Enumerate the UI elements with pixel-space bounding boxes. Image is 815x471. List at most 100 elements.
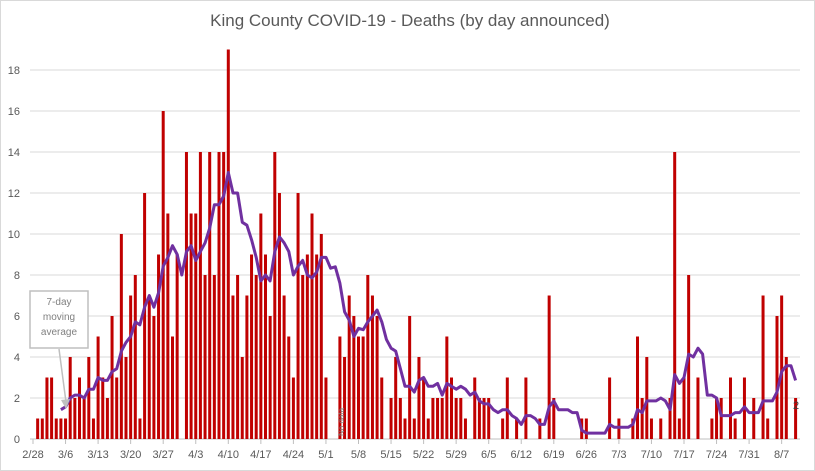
y-tick-label: 2 — [14, 393, 20, 405]
bar — [110, 316, 114, 439]
bar — [101, 377, 105, 439]
bar — [222, 152, 226, 439]
x-tick-label: 7/10 — [641, 449, 662, 461]
x-tick-label: 4/10 — [218, 449, 239, 461]
x-tick-label: 5/22 — [413, 449, 434, 461]
bar — [445, 336, 449, 439]
bar — [133, 275, 137, 439]
bar — [552, 398, 556, 439]
bar — [324, 377, 328, 439]
bar — [538, 418, 542, 439]
bar — [236, 275, 240, 439]
bar — [696, 377, 700, 439]
bar — [459, 398, 463, 439]
bar — [584, 418, 588, 439]
bar — [143, 193, 147, 439]
x-tick-label: 7/3 — [611, 449, 626, 461]
bar — [380, 377, 384, 439]
bar — [366, 275, 370, 439]
bar — [649, 418, 653, 439]
bar — [91, 418, 95, 439]
bar — [296, 193, 300, 439]
bar — [245, 295, 249, 439]
bar — [422, 377, 426, 439]
bar — [361, 336, 365, 439]
bar — [189, 213, 193, 439]
moving-average-callout: 7-day moving average — [29, 290, 89, 409]
x-tick-label: 5/15 — [380, 449, 401, 461]
bar — [645, 357, 649, 439]
bar — [226, 49, 230, 439]
last-value-label: 2 — [793, 400, 799, 412]
x-tick-label: 5/29 — [445, 449, 466, 461]
bar — [315, 254, 319, 439]
bar — [287, 336, 291, 439]
x-tick-label: 2/28 — [22, 449, 43, 461]
bar — [677, 418, 681, 439]
x-tick-label: 6/26 — [576, 449, 597, 461]
y-tick-label: 16 — [8, 106, 20, 118]
bar — [501, 418, 505, 439]
bar — [184, 152, 188, 439]
bar — [338, 336, 342, 439]
bar — [171, 336, 174, 439]
bar — [138, 418, 142, 439]
bar — [487, 398, 491, 439]
bar — [347, 295, 351, 439]
bar — [115, 377, 119, 439]
bar — [291, 377, 295, 439]
bar — [310, 213, 314, 439]
x-axis-ticks: 2/28 3/6 3/13 3/20 3/27 4/3 4/10 4/17 4/24 5/1 5/8… — [22, 439, 789, 461]
y-tick-label: 0 — [14, 434, 20, 446]
bar — [729, 377, 732, 439]
chart-title: King County COVID-19 - Deaths (by day an… — [210, 11, 610, 30]
x-tick-label: 4/17 — [250, 449, 271, 461]
bar — [682, 377, 686, 439]
bar — [631, 418, 635, 439]
bar — [203, 275, 207, 439]
bar — [264, 254, 267, 439]
bar — [50, 377, 54, 439]
bar — [40, 418, 44, 439]
bar — [78, 377, 81, 439]
callout-line-3: average — [41, 327, 78, 338]
bar — [477, 398, 481, 439]
bar — [73, 398, 77, 439]
y-tick-label: 6 — [14, 311, 20, 323]
y-tick-label: 4 — [14, 352, 20, 364]
bar — [668, 398, 672, 439]
x-tick-label: 7/31 — [738, 449, 759, 461]
bar — [129, 295, 133, 439]
bar — [375, 316, 379, 439]
bar — [412, 418, 416, 439]
bar — [752, 398, 756, 439]
y-axis-ticks: 0 2 4 6 8 10 12 14 16 18 — [8, 65, 20, 446]
bar — [766, 418, 770, 439]
bar — [259, 213, 263, 439]
bar — [450, 377, 453, 439]
bar — [357, 336, 360, 439]
bar — [454, 398, 458, 439]
bar — [417, 357, 421, 439]
bar — [36, 418, 40, 439]
bar — [719, 398, 723, 439]
bar — [105, 398, 109, 439]
x-tick-label: 3/20 — [120, 449, 141, 461]
bar — [426, 418, 430, 439]
x-tick-label: 6/5 — [481, 449, 496, 461]
x-tick-label: 8/7 — [774, 449, 789, 461]
bar — [96, 336, 100, 439]
bar — [166, 213, 170, 439]
callout-box — [29, 290, 89, 349]
bar — [547, 295, 551, 439]
x-tick-label: 5/8 — [351, 449, 366, 461]
bar — [273, 152, 277, 439]
bar — [394, 357, 398, 439]
bar — [436, 398, 440, 439]
x-tick-label: 3/27 — [152, 449, 173, 461]
bar — [794, 398, 798, 439]
bar — [231, 295, 235, 439]
bar — [277, 193, 281, 439]
bar — [780, 295, 784, 439]
